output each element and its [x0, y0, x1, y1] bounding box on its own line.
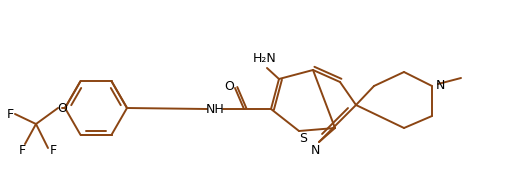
Text: F: F	[6, 108, 13, 121]
Text: H₂N: H₂N	[253, 52, 277, 65]
Text: O: O	[57, 101, 67, 114]
Text: S: S	[299, 131, 307, 145]
Text: N: N	[310, 143, 320, 156]
Text: NH: NH	[206, 103, 224, 116]
Text: O: O	[224, 79, 234, 92]
Text: F: F	[49, 143, 57, 156]
Text: N: N	[435, 79, 445, 91]
Text: F: F	[19, 145, 25, 158]
